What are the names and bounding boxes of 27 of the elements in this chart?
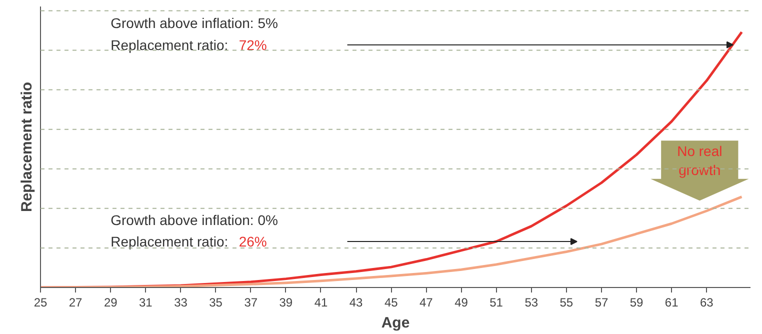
x-tick-label: 35	[209, 296, 223, 310]
x-tick-label: 63	[700, 296, 714, 310]
x-tick-label: 25	[34, 296, 48, 310]
x-tick-label: 33	[174, 296, 188, 310]
x-tick-label: 47	[420, 296, 434, 310]
text: Growth above inflation: 5%	[110, 15, 278, 32]
x-tick-label: 41	[314, 296, 328, 310]
x-tick-label: 59	[630, 296, 644, 310]
x-tick-label: 51	[490, 296, 504, 310]
x-tick-label: 57	[594, 296, 608, 310]
x-tick-label: 37	[244, 296, 258, 310]
y-axis-title: Replacement ratio	[18, 82, 36, 212]
x-tick-label: 49	[454, 296, 468, 310]
annotation: Replacement ratio: 72%	[110, 36, 267, 53]
annotation: No real growth	[677, 142, 722, 178]
x-tick-label: 53	[524, 296, 538, 310]
x-tick-label: 55	[560, 296, 574, 310]
x-tick-label: 39	[279, 296, 293, 310]
x-tick-label: 27	[68, 296, 83, 310]
x-axis-title: Age	[381, 314, 410, 332]
x-tick-label: 43	[349, 296, 364, 310]
annotation: Growth above inflation: 0%	[110, 212, 278, 228]
x-tick-label: 45	[384, 296, 398, 310]
x-tick-label: 29	[104, 296, 118, 310]
x-tick-label: 31	[139, 296, 153, 310]
annotation: Replacement ratio: 26%	[110, 234, 267, 250]
x-tick-label: 61	[664, 296, 679, 310]
